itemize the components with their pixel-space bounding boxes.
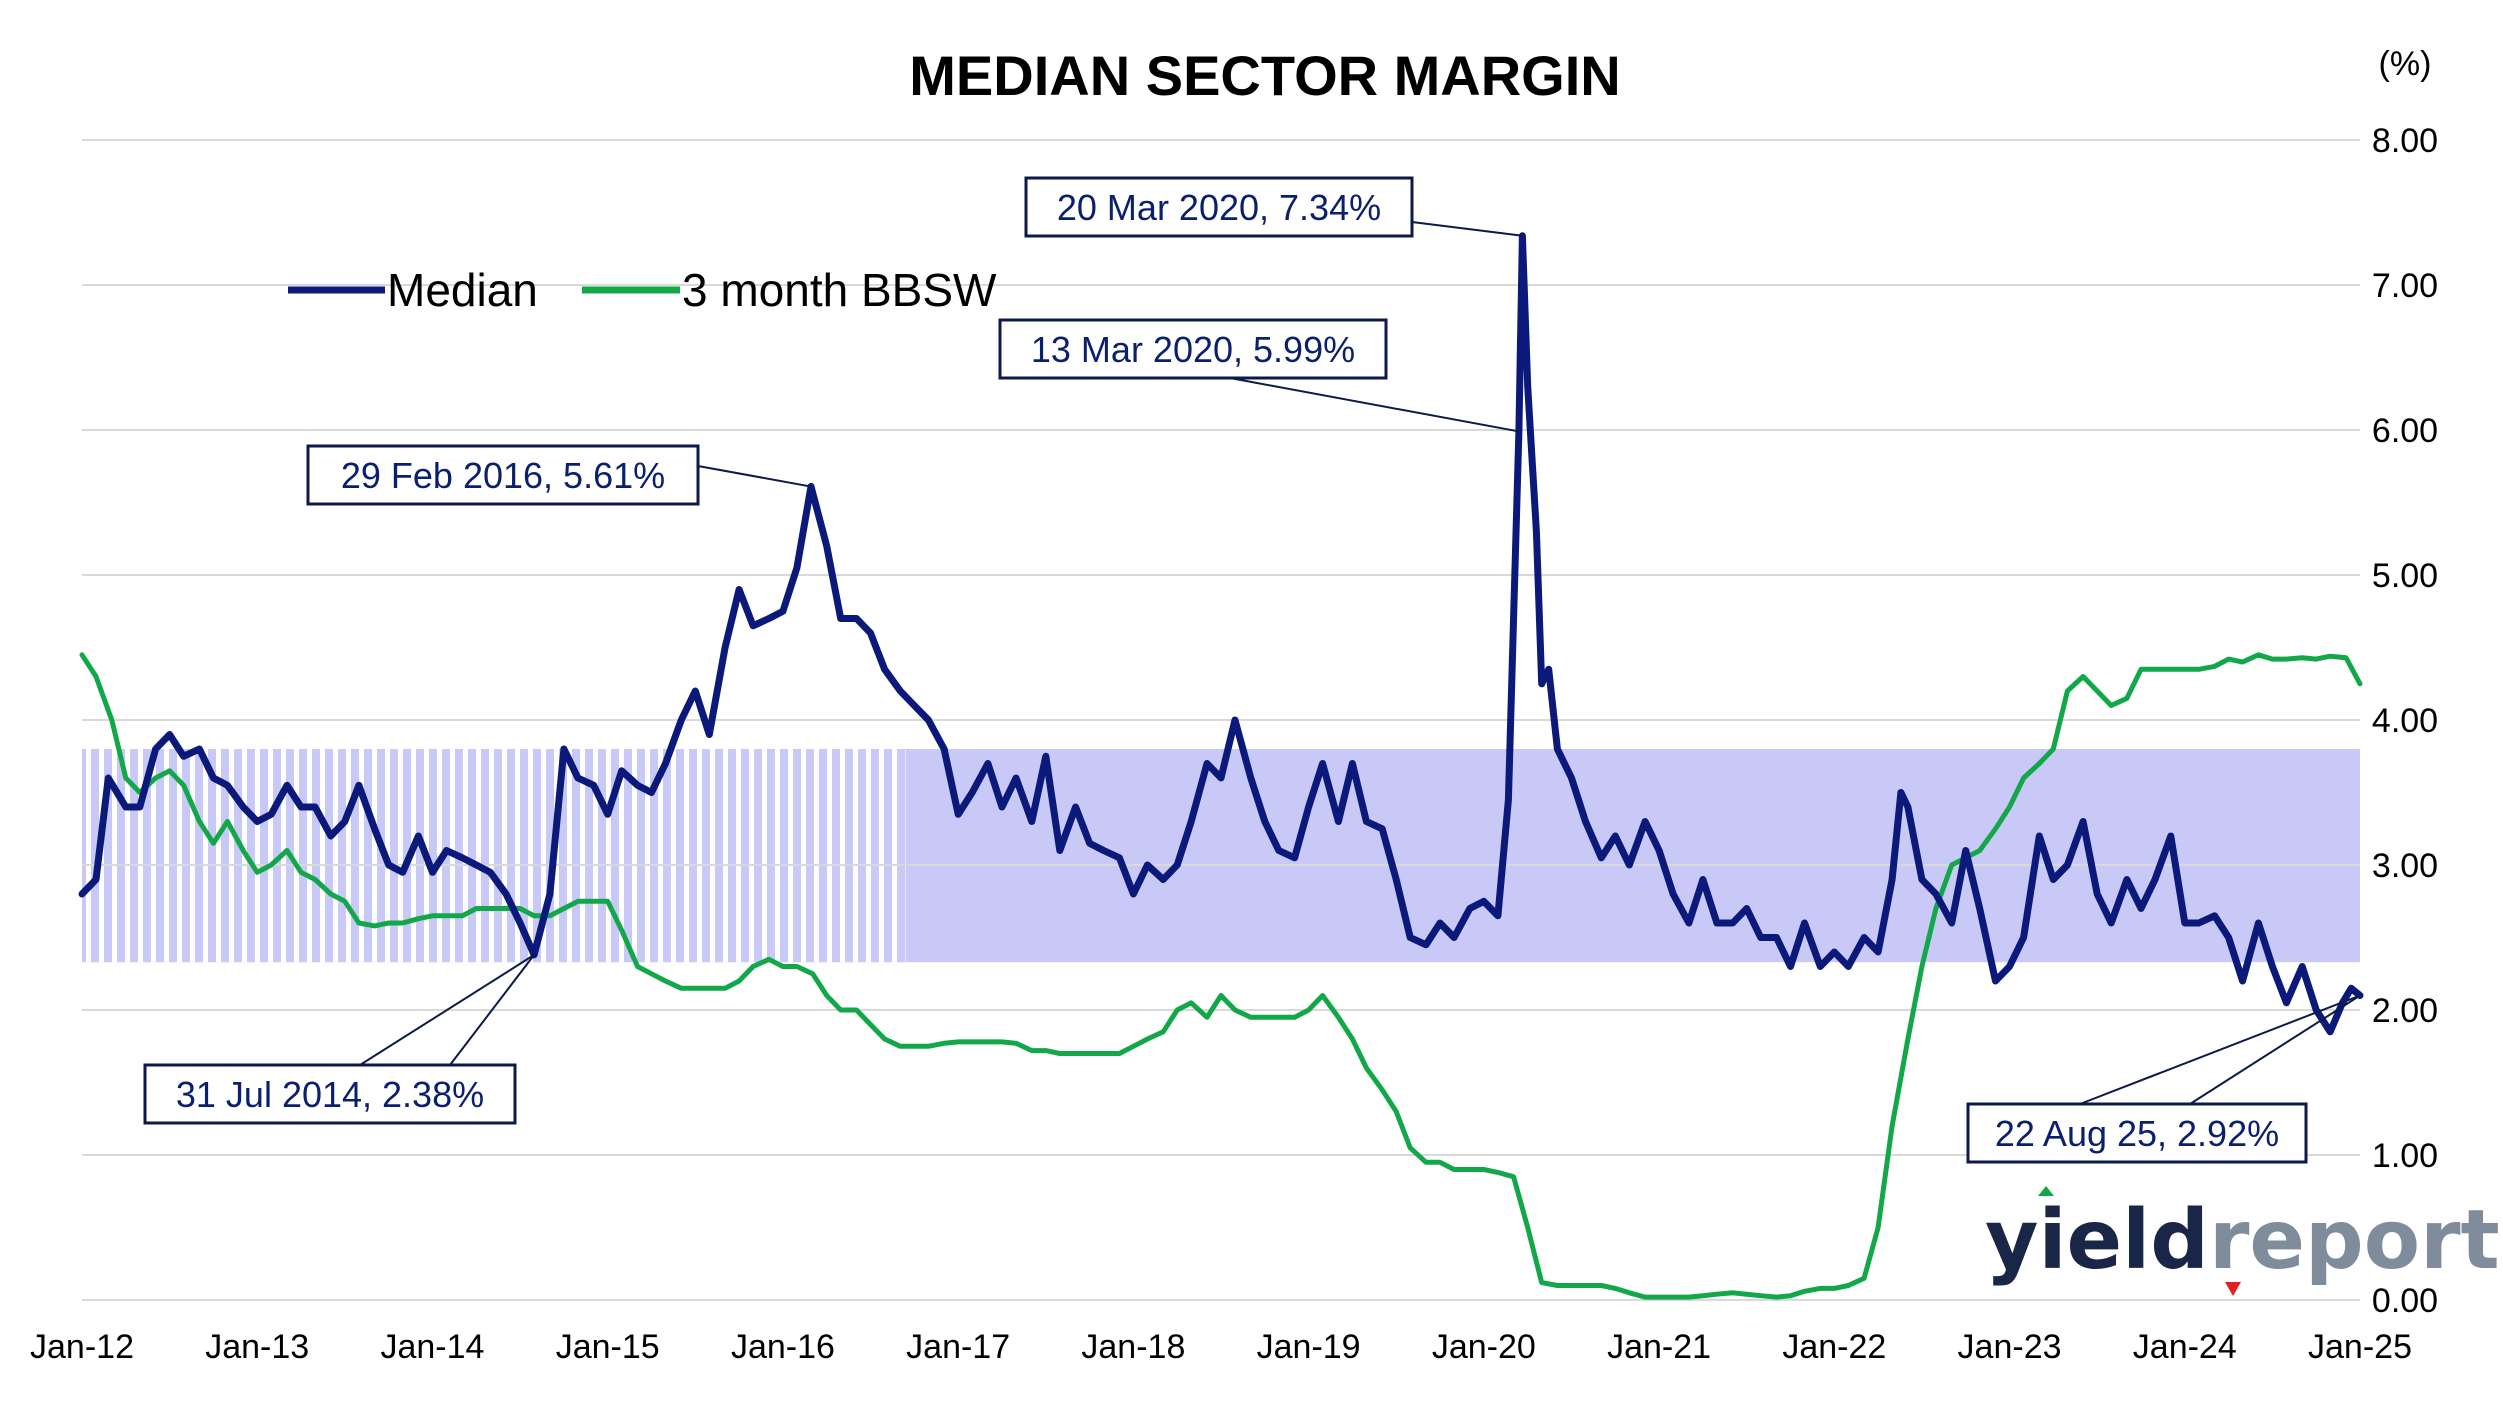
y-tick-label: 1.00 — [2372, 1137, 2438, 1175]
callout-leader-line — [2079, 994, 2361, 1105]
callout-box — [1024, 176, 1414, 238]
x-tick-label: Jan-14 — [380, 1328, 484, 1366]
y-tick-label: 0.00 — [2372, 1282, 2438, 1320]
legend-label-median: Median — [387, 264, 538, 316]
range-band-hatched — [82, 749, 906, 963]
callout-label: 31 Jul 2014, 2.38% — [176, 1074, 484, 1115]
annotation-callout: 13 Mar 2020, 5.99% — [998, 318, 1520, 433]
x-tick-label: Jan-20 — [1432, 1328, 1536, 1366]
x-tick-label: Jan-17 — [906, 1328, 1010, 1366]
annotation-callout: 22 Aug 25, 2.92% — [1966, 994, 2361, 1164]
callout-leader-line — [359, 954, 535, 1066]
y-tick-label: 6.00 — [2372, 412, 2438, 450]
callout-box — [1966, 1102, 2308, 1164]
x-tick-label: Jan-13 — [205, 1328, 309, 1366]
series-bbsw-line — [79, 652, 2363, 1300]
y-axis-ticks: 0.00 1.00 2.00 3.00 4.00 5.00 6.00 7.00 8.00 — [2372, 122, 2438, 1320]
y-axis-unit-label: (%) — [2379, 45, 2432, 83]
callout-leader-line — [697, 465, 812, 488]
x-tick-label: Jan-24 — [2133, 1328, 2237, 1366]
series-lines — [78, 232, 2364, 1300]
y-tick-label: 5.00 — [2372, 557, 2438, 595]
y-tick-label: 7.00 — [2372, 267, 2438, 305]
y-tick-label: 4.00 — [2372, 702, 2438, 740]
x-tick-label: Jan-12 — [30, 1328, 134, 1366]
callout-label: 29 Feb 2016, 5.61% — [341, 455, 665, 496]
chart-title: MEDIAN SECTOR MARGIN — [909, 44, 1620, 107]
callout-leader-line — [449, 954, 535, 1066]
annotations: 20 Mar 2020, 7.34% 13 Mar 2020, 5.99% 29 F… — [143, 176, 2361, 1164]
callout-box — [306, 444, 700, 506]
y-tick-label: 3.00 — [2372, 847, 2438, 885]
yieldreport-logo: yieldreport — [1985, 1186, 2500, 1296]
x-tick-label: Jan-16 — [731, 1328, 835, 1366]
callout-label: 20 Mar 2020, 7.34% — [1057, 187, 1381, 228]
callout-leader-line — [1411, 221, 1523, 237]
legend: Median 3 month BBSW — [288, 264, 997, 316]
annotation-callout: 31 Jul 2014, 2.38% — [143, 954, 535, 1125]
logo-arrow-icon — [2225, 1282, 2241, 1296]
callout-box — [143, 1063, 517, 1125]
x-tick-label: Jan-19 — [1257, 1328, 1361, 1366]
logo-text: yieldreport — [1985, 1193, 2500, 1288]
x-tick-label: Jan-15 — [556, 1328, 660, 1366]
annotation-callout: 20 Mar 2020, 7.34% — [1024, 176, 1523, 238]
x-tick-label: Jan-23 — [1958, 1328, 2062, 1366]
callout-leader-line — [2189, 994, 2361, 1105]
x-tick-label: Jan-21 — [1607, 1328, 1711, 1366]
x-tick-label: Jan-18 — [1081, 1328, 1185, 1366]
annotation-callout: 29 Feb 2016, 5.61% — [306, 444, 812, 506]
x-tick-label: Jan-25 — [2308, 1328, 2412, 1366]
callout-box — [998, 318, 1388, 380]
callout-label: 13 Mar 2020, 5.99% — [1031, 329, 1355, 370]
series-median-line — [78, 232, 2364, 1036]
x-tick-label: Jan-22 — [1782, 1328, 1886, 1366]
legend-label-bbsw: 3 month BBSW — [682, 264, 997, 316]
gridlines — [82, 139, 2360, 1301]
logo-leaf-icon — [2038, 1186, 2054, 1196]
y-tick-label: 2.00 — [2372, 992, 2438, 1030]
x-axis-ticks: Jan-12 Jan-13 Jan-14 Jan-15 Jan-16 Jan-17 Jan-… — [30, 1328, 2412, 1366]
callout-label: 22 Aug 25, 2.92% — [1995, 1113, 2279, 1154]
y-tick-label: 8.00 — [2372, 122, 2438, 160]
callout-leader-line — [1229, 377, 1520, 433]
